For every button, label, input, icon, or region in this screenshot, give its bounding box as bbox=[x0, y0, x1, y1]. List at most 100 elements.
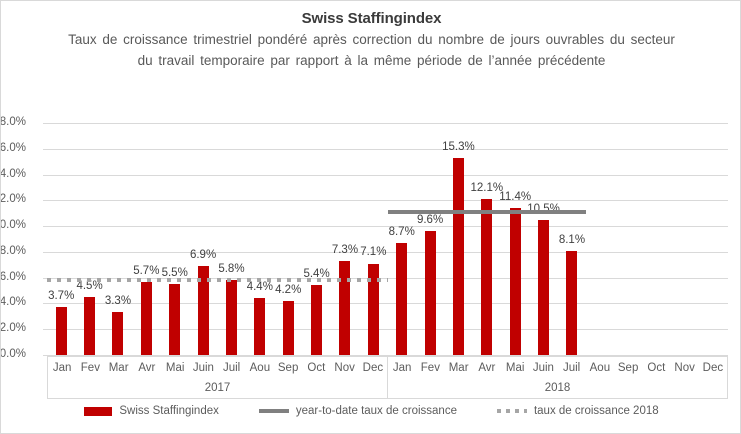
y-axis-label: 6.0% bbox=[0, 270, 26, 283]
y-axis-tick bbox=[43, 303, 47, 305]
bar bbox=[538, 219, 550, 355]
gridline bbox=[47, 355, 728, 356]
bar bbox=[311, 285, 323, 355]
chart-title-block: Swiss Staffingindex Taux de croissance t… bbox=[1, 9, 740, 71]
chart-title: Swiss Staffingindex bbox=[301, 10, 442, 27]
bar bbox=[282, 300, 294, 355]
y-axis-tick bbox=[43, 123, 47, 124]
axis-year-label: 2018 bbox=[544, 382, 571, 394]
y-axis-label: 18.0% bbox=[0, 116, 26, 128]
bar-value-label: 5.8% bbox=[218, 263, 245, 276]
gridline bbox=[47, 174, 728, 176]
axis-month-label: Dec bbox=[362, 361, 384, 374]
axis-month-label: Juin bbox=[532, 361, 554, 374]
gridline bbox=[47, 148, 728, 150]
bar-value-label: 4.2% bbox=[275, 283, 302, 296]
axis-month-label: Avr bbox=[138, 361, 156, 374]
y-axis-tick bbox=[43, 277, 47, 279]
y-axis-label: 16.0% bbox=[0, 141, 26, 154]
bar bbox=[197, 266, 209, 355]
bar-value-label: 7.3% bbox=[331, 243, 359, 256]
bar-value-label: 7.1% bbox=[360, 246, 387, 259]
axis-month-label: Jan bbox=[52, 361, 72, 374]
bar bbox=[424, 231, 436, 355]
year-to-date-line bbox=[387, 209, 587, 214]
bar bbox=[509, 208, 521, 355]
plot-area: 0.0% 2.0% 4.0% 6.0% 8.0% 10.0% 12.0% 14.0% 16.0%… bbox=[1, 116, 728, 360]
bar bbox=[566, 250, 578, 355]
axis-month-label: Sep bbox=[277, 361, 299, 374]
y-axis-tick bbox=[43, 148, 47, 150]
axis-month-label: Sep bbox=[617, 361, 639, 374]
y-axis-label: 12.0% bbox=[0, 193, 26, 206]
gridline bbox=[47, 226, 728, 228]
legend-item[interactable]: Swiss Staffingindex bbox=[84, 405, 219, 417]
bar bbox=[112, 312, 124, 355]
bar-value-label: 9.6% bbox=[416, 214, 444, 227]
axis-year-label: 2017 bbox=[204, 382, 231, 394]
bar-value-label: 5.4% bbox=[303, 268, 330, 281]
bar bbox=[55, 307, 67, 355]
legend-label: Swiss Staffingindex bbox=[119, 405, 219, 417]
gridline bbox=[47, 200, 728, 202]
axis-month-label: Mai bbox=[165, 361, 185, 374]
bar-value-label: 11.4% bbox=[499, 191, 532, 204]
y-axis-tick bbox=[43, 226, 47, 228]
gridline bbox=[47, 329, 728, 331]
gridline bbox=[47, 277, 728, 279]
y-axis-label: 14.0% bbox=[0, 167, 26, 180]
axis-year-groups: Jan Fev Mar Avr Mai Juin Juil Aou Sep Oct Nov Dec 20… bbox=[48, 357, 727, 398]
axis-month-label: Oct bbox=[647, 361, 666, 374]
chart-legend: Swiss Staffingindex year-to-date taux de … bbox=[1, 405, 740, 417]
bar bbox=[225, 280, 237, 355]
bar bbox=[481, 199, 493, 355]
bar-value-label: 4.5% bbox=[76, 280, 103, 292]
bar bbox=[339, 260, 351, 355]
axis-month-label: Nov bbox=[334, 361, 355, 374]
y-axis-tick bbox=[43, 251, 47, 253]
legend-swatch-icon bbox=[84, 406, 113, 416]
axis-month-label: Jan bbox=[392, 361, 412, 374]
gridline bbox=[47, 303, 728, 305]
y-axis-tick bbox=[43, 174, 47, 176]
y-axis-tick bbox=[43, 329, 47, 331]
axis-month-label: Nov bbox=[674, 361, 695, 374]
chart-subtitle: Taux de croissance trimestriel pondéré a… bbox=[68, 32, 675, 68]
gridline bbox=[47, 251, 728, 253]
bar bbox=[452, 157, 464, 355]
y-axis-label: 8.0% bbox=[0, 244, 26, 257]
axis-year-group: Jan Fev Mar Avr Mai Juin Juil Aou Sep Oct Nov Dec 20… bbox=[387, 357, 727, 398]
legend-item[interactable]: year-to-date taux de croissance bbox=[258, 405, 457, 417]
bar-value-label: 5.7% bbox=[133, 264, 160, 277]
bar-value-label: 3.3% bbox=[104, 295, 132, 308]
category-axis: Jan Fev Mar Avr Mai Juin Juil Aou Sep Oct Nov Dec 20… bbox=[47, 356, 728, 399]
bar-value-label: 15.3% bbox=[442, 140, 475, 153]
axis-months-row: Jan Fev Mar Avr Mai Juin Juil Aou Sep Oct Nov Dec bbox=[388, 357, 727, 378]
legend-item[interactable]: taux de croissance 2018 bbox=[496, 405, 659, 417]
axis-month-label: Fev bbox=[420, 361, 440, 374]
axis-months-row: Jan Fev Mar Avr Mai Juin Juil Aou Sep Oct Nov Dec bbox=[48, 357, 387, 378]
growth-rate-2018-line bbox=[47, 278, 388, 283]
axis-month-label: Juin bbox=[192, 361, 214, 374]
bar bbox=[140, 281, 152, 355]
bar-value-label: 6.9% bbox=[189, 249, 217, 262]
legend-label: year-to-date taux de croissance bbox=[295, 405, 457, 417]
axis-month-label: Aou bbox=[249, 361, 271, 374]
legend-swatch-icon bbox=[258, 409, 289, 413]
axis-month-label: Fev bbox=[80, 361, 100, 374]
legend-label: taux de croissance 2018 bbox=[533, 405, 659, 417]
bar bbox=[84, 297, 96, 355]
axis-month-label: Dec bbox=[702, 361, 724, 374]
axis-month-label: Oct bbox=[307, 361, 326, 374]
bar-value-label: 5.5% bbox=[161, 267, 188, 280]
bar-value-label: 3.7% bbox=[48, 290, 75, 303]
axis-month-label: Juil bbox=[222, 361, 241, 374]
gridline bbox=[47, 123, 728, 124]
bar-value-label: 12.1% bbox=[470, 182, 504, 195]
axis-month-label: Mai bbox=[505, 361, 525, 374]
axis-year-group: Jan Fev Mar Avr Mai Juin Juil Aou Sep Oct Nov Dec 20… bbox=[48, 357, 387, 398]
y-axis-label: 0.0% bbox=[0, 348, 26, 360]
bar bbox=[169, 284, 181, 355]
bar-value-label: 4.4% bbox=[246, 281, 273, 294]
